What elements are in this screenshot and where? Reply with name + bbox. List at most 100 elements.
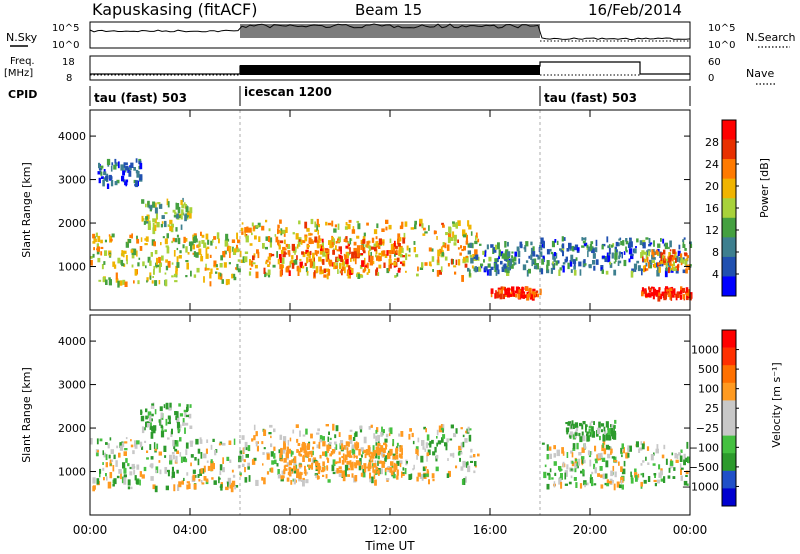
velocity-echo-cell <box>367 445 371 452</box>
velocity-echo-cell <box>212 438 215 442</box>
velocity-echo-cell <box>177 428 181 432</box>
power-echo-cell <box>317 229 319 235</box>
velocity-echo-cell <box>354 463 358 469</box>
power-echo-cell <box>432 269 434 272</box>
velocity-echo-cell <box>580 470 583 474</box>
velocity-echo-cell <box>643 479 647 484</box>
velocity-colorbar-tick-label: 25 <box>705 402 719 415</box>
velocity-echo-cell <box>411 432 414 438</box>
power-echo-cell <box>155 202 157 209</box>
power-echo-cell <box>312 252 315 259</box>
power-echo-cell <box>265 259 269 263</box>
power-echo-cell <box>592 253 596 259</box>
power-echo-cell <box>193 274 197 278</box>
velocity-echo-cell <box>200 452 203 459</box>
velocity-echo-cell <box>186 472 189 476</box>
power-echo-cell <box>646 256 649 263</box>
velocity-echo-cell <box>330 451 334 455</box>
power-echo-cell <box>115 272 118 280</box>
velocity-echo-cell <box>322 441 326 447</box>
velocity-echo-cell <box>350 463 354 471</box>
power-echo-cell <box>285 227 288 233</box>
power-echo-cell <box>341 268 343 276</box>
velocity-echo-cell <box>329 437 332 441</box>
velocity-echo-cell <box>608 446 611 450</box>
velocity-echo-cell <box>573 477 577 481</box>
velocity-echo-cell <box>351 473 354 478</box>
velocity-echo-cell <box>202 468 205 474</box>
velocity-echo-cell <box>654 482 657 487</box>
power-echo-cell <box>503 263 507 269</box>
velocity-echo-cell <box>153 442 156 449</box>
velocity-echo-cell <box>655 448 659 454</box>
velocity-echo-cell <box>428 443 432 446</box>
power-echo-cell <box>213 236 217 240</box>
power-echo-cell <box>325 251 329 255</box>
power-echo-cell <box>397 243 401 247</box>
velocity-echo-cell <box>334 441 337 445</box>
power-echo-cell <box>343 266 346 274</box>
power-echo-cell <box>645 254 648 261</box>
velocity-echo-cell <box>637 473 640 478</box>
power-echo-cell <box>391 262 394 265</box>
velocity-echo-cell <box>635 441 639 448</box>
power-echo-cell <box>154 280 158 286</box>
velocity-echo-cell <box>335 425 339 432</box>
velocity-echo-cell <box>316 432 320 435</box>
velocity-echo-cell <box>337 469 340 473</box>
velocity-echo-cell <box>656 479 660 484</box>
power-echo-cell <box>520 293 523 299</box>
power-echo-cell <box>223 262 227 268</box>
power-echo-cell <box>500 288 504 295</box>
power-echo-cell <box>539 288 542 296</box>
velocity-echo-cell <box>373 463 377 468</box>
power-echo-cell <box>141 215 144 222</box>
velocity-y-tick-label: 3000 <box>58 379 86 392</box>
velocity-echo-cell <box>438 425 443 433</box>
velocity-echo-cell <box>432 478 435 482</box>
power-echo-cell <box>668 252 671 258</box>
velocity-echo-cell <box>553 481 556 488</box>
freq-tick-top: 18 <box>62 57 75 68</box>
power-echo-cell <box>386 250 389 256</box>
velocity-echo-cell <box>248 475 251 482</box>
power-echo-cell <box>563 237 566 241</box>
velocity-echo-cell <box>150 463 154 468</box>
power-echo-cell <box>172 237 175 242</box>
velocity-echo-cell <box>263 429 267 436</box>
velocity-echo-cell <box>116 445 119 449</box>
velocity-echo-cell <box>394 463 398 470</box>
power-colorbar-tick-label: 8 <box>712 246 719 259</box>
power-echo-cell <box>504 265 508 273</box>
velocity-echo-cell <box>304 465 306 472</box>
velocity-echo-cell <box>304 469 307 476</box>
power-echo-cell <box>325 249 329 253</box>
power-echo-cell <box>345 245 348 249</box>
velocity-echo-cell <box>603 426 606 432</box>
power-echo-cell <box>301 251 304 255</box>
power-echo-cell <box>422 227 426 231</box>
velocity-echo-cell <box>176 416 180 424</box>
power-echo-cell <box>546 264 549 271</box>
power-echo-cell <box>670 294 673 301</box>
power-echo-cell <box>364 267 366 272</box>
velocity-echo-cell <box>600 484 604 489</box>
velocity-echo-cell <box>316 444 320 449</box>
velocity-echo-region <box>140 402 193 439</box>
power-echo-cell <box>126 259 128 265</box>
power-echo-cell <box>304 221 308 229</box>
power-echo-cell <box>501 253 504 259</box>
power-echo-cell <box>686 255 689 259</box>
power-echo-cell <box>389 254 392 259</box>
power-echo-cell <box>102 179 105 187</box>
velocity-echo-cell <box>588 428 591 433</box>
power-echo-cell <box>496 257 499 262</box>
power-echo-cell <box>651 260 655 263</box>
velocity-echo-cell <box>385 433 389 438</box>
power-echo-region <box>141 197 193 235</box>
velocity-echo-cell <box>469 455 473 458</box>
power-echo-cell <box>252 262 256 265</box>
velocity-echo-cell <box>424 448 427 452</box>
power-echo-cell <box>682 269 687 274</box>
